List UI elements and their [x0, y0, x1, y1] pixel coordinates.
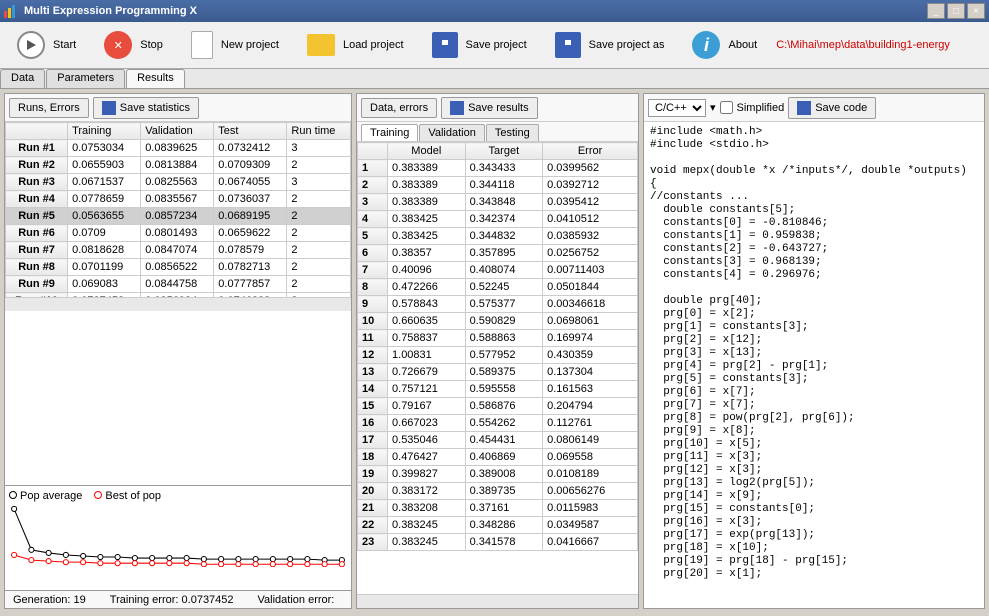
save-statistics-button[interactable]: Save statistics	[93, 97, 199, 119]
runs-errors-button[interactable]: Runs, Errors	[9, 98, 89, 118]
save-icon	[102, 101, 116, 115]
save-icon	[432, 32, 458, 58]
table-row[interactable]: 90.5788430.5753770.00346618	[358, 296, 638, 313]
save-as-icon	[555, 32, 581, 58]
data-sub-tabs: TrainingValidationTesting	[357, 122, 638, 142]
table-row[interactable]: 100.6606350.5908290.0698061	[358, 313, 638, 330]
save-project-as-button[interactable]: Save project as	[542, 24, 678, 66]
table-row[interactable]: 110.7588370.5888630.169974	[358, 330, 638, 347]
data-table-wrap[interactable]: ModelTargetError10.3833890.3434330.03995…	[357, 142, 638, 594]
window-title: Multi Expression Programming X	[24, 5, 927, 17]
play-icon	[17, 31, 45, 59]
simplified-checkbox[interactable]: Simplified	[720, 101, 785, 114]
sub-tab-testing[interactable]: Testing	[486, 124, 539, 141]
table-row[interactable]: 190.3998270.3890080.0108189	[358, 466, 638, 483]
table-row[interactable]: 170.5350460.4544310.0806149	[358, 432, 638, 449]
tab-results[interactable]: Results	[126, 69, 185, 88]
file-icon	[191, 31, 213, 59]
about-button[interactable]: iAbout	[679, 24, 770, 66]
chart-area: Pop average Best of pop	[5, 485, 351, 590]
runs-table-wrap[interactable]: TrainingValidationTestRun timeRun #10.07…	[5, 122, 351, 297]
table-row[interactable]: Run #10.07530340.08396250.07324123	[6, 140, 351, 157]
table-row[interactable]: 20.3833890.3441180.0392712	[358, 177, 638, 194]
status-bar: Generation: 19 Training error: 0.0737452…	[5, 590, 351, 608]
table-row[interactable]: 200.3831720.3897350.00656276	[358, 483, 638, 500]
save-icon	[450, 101, 464, 115]
sub-tab-training[interactable]: Training	[361, 124, 418, 141]
table-row[interactable]: 50.3834250.3448320.0385932	[358, 228, 638, 245]
info-icon: i	[692, 31, 720, 59]
stop-icon: ✕	[104, 31, 132, 59]
table-row[interactable]: Run #60.07090.08014930.06596222	[6, 225, 351, 242]
tab-parameters[interactable]: Parameters	[46, 69, 125, 88]
table-row[interactable]: 140.7571210.5955580.161563	[358, 381, 638, 398]
scrollbar[interactable]	[357, 594, 638, 608]
table-row[interactable]: 40.3834250.3423740.0410512	[358, 211, 638, 228]
save-icon	[797, 101, 811, 115]
tab-data[interactable]: Data	[0, 69, 45, 88]
main-toolbar: Start ✕Stop New project Load project Sav…	[0, 22, 989, 69]
runs-table: TrainingValidationTestRun timeRun #10.07…	[5, 122, 351, 297]
app-icon	[4, 4, 18, 18]
data-table: ModelTargetError10.3833890.3434330.03995…	[357, 142, 638, 551]
maximize-button[interactable]: □	[947, 3, 965, 19]
main-tabs: DataParametersResults	[0, 69, 989, 89]
load-project-button[interactable]: Load project	[294, 24, 417, 66]
table-row[interactable]: 80.4722660.522450.0501844	[358, 279, 638, 296]
table-row[interactable]: 180.4764270.4068690.069558	[358, 449, 638, 466]
folder-icon	[307, 34, 335, 56]
table-row[interactable]: Run #20.06559030.08138840.07093092	[6, 157, 351, 174]
minimize-button[interactable]: _	[927, 3, 945, 19]
table-row[interactable]: 220.3832450.3482860.0349587	[358, 517, 638, 534]
save-project-button[interactable]: Save project	[419, 24, 540, 66]
table-row[interactable]: 160.6670230.5542620.112761	[358, 415, 638, 432]
data-errors-button[interactable]: Data, errors	[361, 98, 437, 118]
window-titlebar: Multi Expression Programming X _ □ ×	[0, 0, 989, 22]
start-button[interactable]: Start	[4, 24, 89, 66]
table-row[interactable]: 150.791670.5868760.204794	[358, 398, 638, 415]
table-row[interactable]: 230.3832450.3415780.0416667	[358, 534, 638, 551]
table-row[interactable]: Run #50.05636550.08572340.06891952	[6, 208, 351, 225]
new-project-button[interactable]: New project	[178, 24, 292, 66]
dropdown-icon[interactable]: ▾	[710, 101, 716, 114]
scrollbar[interactable]	[5, 297, 351, 311]
code-panel: C/C++ ▾ Simplified Save code #include <m…	[643, 93, 985, 609]
code-output[interactable]: #include <math.h> #include <stdio.h> voi…	[644, 122, 984, 608]
close-button[interactable]: ×	[967, 3, 985, 19]
runs-panel: Runs, Errors Save statistics TrainingVal…	[4, 93, 352, 609]
legend-avg: Pop average	[9, 490, 82, 502]
table-row[interactable]: 60.383570.3578950.0256752	[358, 245, 638, 262]
table-row[interactable]: 130.7266790.5893750.137304	[358, 364, 638, 381]
save-results-button[interactable]: Save results	[441, 97, 538, 119]
table-row[interactable]: Run #90.0690830.08447580.07778572	[6, 276, 351, 293]
table-row[interactable]: Run #70.08186280.08470740.0785792	[6, 242, 351, 259]
legend-best: Best of pop	[94, 490, 161, 502]
data-panel: Data, errors Save results TrainingValida…	[356, 93, 639, 609]
table-row[interactable]: Run #30.06715370.08255630.06740553	[6, 174, 351, 191]
stop-button[interactable]: ✕Stop	[91, 24, 176, 66]
table-row[interactable]: Run #100.07374520.08569840.07468833	[6, 293, 351, 297]
table-row[interactable]: 121.008310.5779520.430359	[358, 347, 638, 364]
table-row[interactable]: Run #80.07011990.08565220.07827132	[6, 259, 351, 276]
pop-chart	[9, 502, 347, 567]
table-row[interactable]: 210.3832080.371610.0115983	[358, 500, 638, 517]
project-path: C:\Mihai\mep\data\building1-energy	[776, 39, 950, 51]
table-row[interactable]: 30.3833890.3438480.0395412	[358, 194, 638, 211]
language-select[interactable]: C/C++	[648, 99, 706, 117]
table-row[interactable]: 10.3833890.3434330.0399562	[358, 160, 638, 177]
table-row[interactable]: 70.400960.4080740.00711403	[358, 262, 638, 279]
table-row[interactable]: Run #40.07786590.08355670.07360372	[6, 191, 351, 208]
sub-tab-validation[interactable]: Validation	[419, 124, 485, 141]
save-code-button[interactable]: Save code	[788, 97, 876, 119]
